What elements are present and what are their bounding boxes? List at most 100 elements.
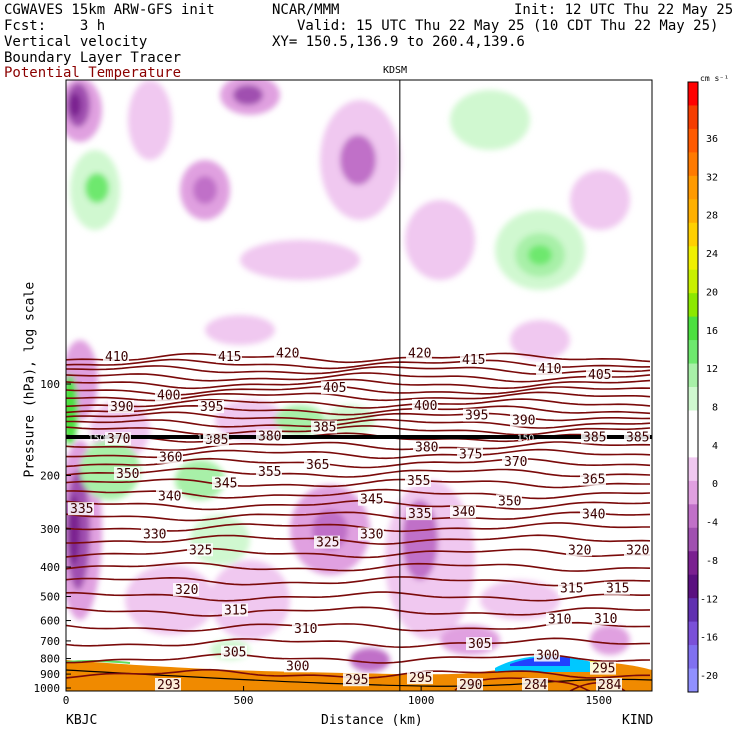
theta-label-bg: [304, 457, 330, 471]
theta-label-bg: [466, 637, 492, 651]
theta-label: 415: [218, 350, 241, 365]
theta-label-bg: [311, 420, 337, 434]
theta-label: 295: [345, 673, 368, 688]
theta-label-bg: [536, 362, 562, 376]
colorbar-swatch: [688, 152, 698, 177]
theta-label-bg: [221, 645, 247, 659]
theta-label: 405: [323, 381, 346, 396]
theta-contour: [66, 534, 651, 545]
cross-section-xy: XY= 150.5,136.9 to 260.4,139.6: [272, 34, 525, 50]
tropopause-label: 150: [197, 434, 214, 444]
theta-contour: [66, 425, 651, 436]
field-potential-temperature: Potential Temperature: [4, 65, 182, 81]
theta-label-bg: [155, 678, 181, 691]
theta-label-bg: [187, 543, 213, 557]
colorbar-swatch: [688, 246, 698, 271]
y-tick-label: 600: [40, 615, 60, 628]
theta-label: 410: [105, 350, 128, 365]
theta-label: 365: [582, 473, 605, 488]
theta-label-bg: [413, 440, 439, 454]
theta-contour: [66, 398, 651, 409]
theta-label: 305: [223, 645, 246, 660]
colorbar-tick-label: 16: [706, 326, 718, 337]
theta-label: 300: [536, 649, 559, 664]
y-axis-label: Pressure (hPa), log scale: [22, 281, 38, 478]
theta-contour: [66, 637, 651, 649]
colorbar-swatch: [688, 410, 698, 435]
x-tick-label: 1000: [408, 694, 435, 707]
theta-label: 350: [498, 494, 521, 509]
valid-time: Valid: 15 UTC Thu 22 May 25 (10 CDT Thu …: [297, 18, 719, 34]
theta-label: 365: [306, 458, 329, 473]
theta-label-bg: [256, 464, 282, 478]
colorbar-tick-label: 36: [706, 134, 718, 145]
theta-label-bg: [566, 543, 592, 557]
theta-label: 375: [459, 448, 482, 463]
theta-contour: [66, 591, 651, 602]
theta-label: 310: [548, 613, 571, 628]
theta-label-bg: [108, 400, 134, 414]
theta-label-bg: [256, 429, 282, 443]
theta-contour: [66, 511, 651, 522]
theta-label: 345: [360, 493, 383, 508]
theta-label-bg: [156, 489, 182, 503]
colorbar: 36 32 28 24 20 16 12 8 4 0 -4 -8 -12 -16 -20: [687, 81, 718, 693]
theta-label-bg: [412, 398, 438, 412]
colorbar-swatch: [688, 128, 698, 153]
plot-frame: [65, 79, 653, 692]
colorbar-swatch: [688, 480, 698, 505]
colorbar-swatch: [688, 316, 698, 341]
x-left-station: KBJC: [66, 713, 98, 728]
theta-contour: [66, 562, 651, 572]
theta-label-bg: [406, 346, 432, 360]
theta-label-bg: [212, 476, 238, 490]
theta-contour: [66, 478, 650, 489]
theta-label: 420: [276, 347, 299, 362]
colorbar-tick-label: 32: [706, 172, 718, 183]
theta-label: 370: [504, 455, 527, 470]
field-vertical-velocity: Vertical velocity: [4, 34, 148, 50]
theta-label-bg: [580, 472, 606, 486]
theta-label-bg: [460, 352, 486, 366]
colorbar-frame: [687, 81, 699, 693]
colorbar-swatch: [688, 621, 698, 646]
colorbar-tick-label: -20: [700, 671, 718, 682]
theta-label-bg: [596, 678, 622, 691]
theta-label: 410: [538, 362, 561, 377]
colorbar-tick-label: -8: [706, 556, 718, 567]
theta-label: 340: [452, 505, 475, 520]
colorbar-swatch: [688, 363, 698, 388]
theta-label-bg: [592, 611, 618, 625]
theta-label: 420: [408, 347, 431, 362]
colorbar-tick-label: 0: [712, 479, 718, 490]
theta-contour: [66, 418, 651, 429]
x-tick-label: 500: [234, 694, 254, 707]
theta-label-bg: [522, 678, 548, 691]
colorbar-swatch: [688, 175, 698, 200]
theta-label-bg: [624, 430, 650, 444]
colorbar-tick-label: 8: [712, 403, 718, 414]
theta-contour: [66, 372, 651, 383]
theta-label: 400: [157, 389, 180, 404]
theta-label: 315: [560, 582, 583, 597]
colorbar-swatch: [688, 504, 698, 529]
theta-label: 370: [107, 432, 130, 447]
theta-label-bg: [407, 671, 433, 685]
theta-contour: [66, 404, 651, 416]
colorbar-tick-label: -16: [700, 633, 718, 644]
y-tick-label: 300: [40, 523, 60, 536]
y-tick-label: 700: [40, 635, 60, 648]
theta-label-bg: [590, 661, 616, 675]
theta-label: 325: [316, 536, 339, 551]
theta-label: 315: [606, 582, 629, 597]
theta-label-bg: [463, 408, 489, 422]
colorbar-swatch: [688, 527, 698, 552]
theta-label: 350: [116, 467, 139, 482]
theta-label: 325: [189, 543, 212, 558]
x-axis-label: Distance (km): [321, 713, 423, 728]
theta-label: 385: [313, 420, 336, 435]
theta-contour: [66, 378, 651, 390]
theta-label: 355: [258, 465, 281, 480]
y-tick-label: 1000: [34, 682, 61, 695]
theta-label-bg: [314, 535, 340, 549]
